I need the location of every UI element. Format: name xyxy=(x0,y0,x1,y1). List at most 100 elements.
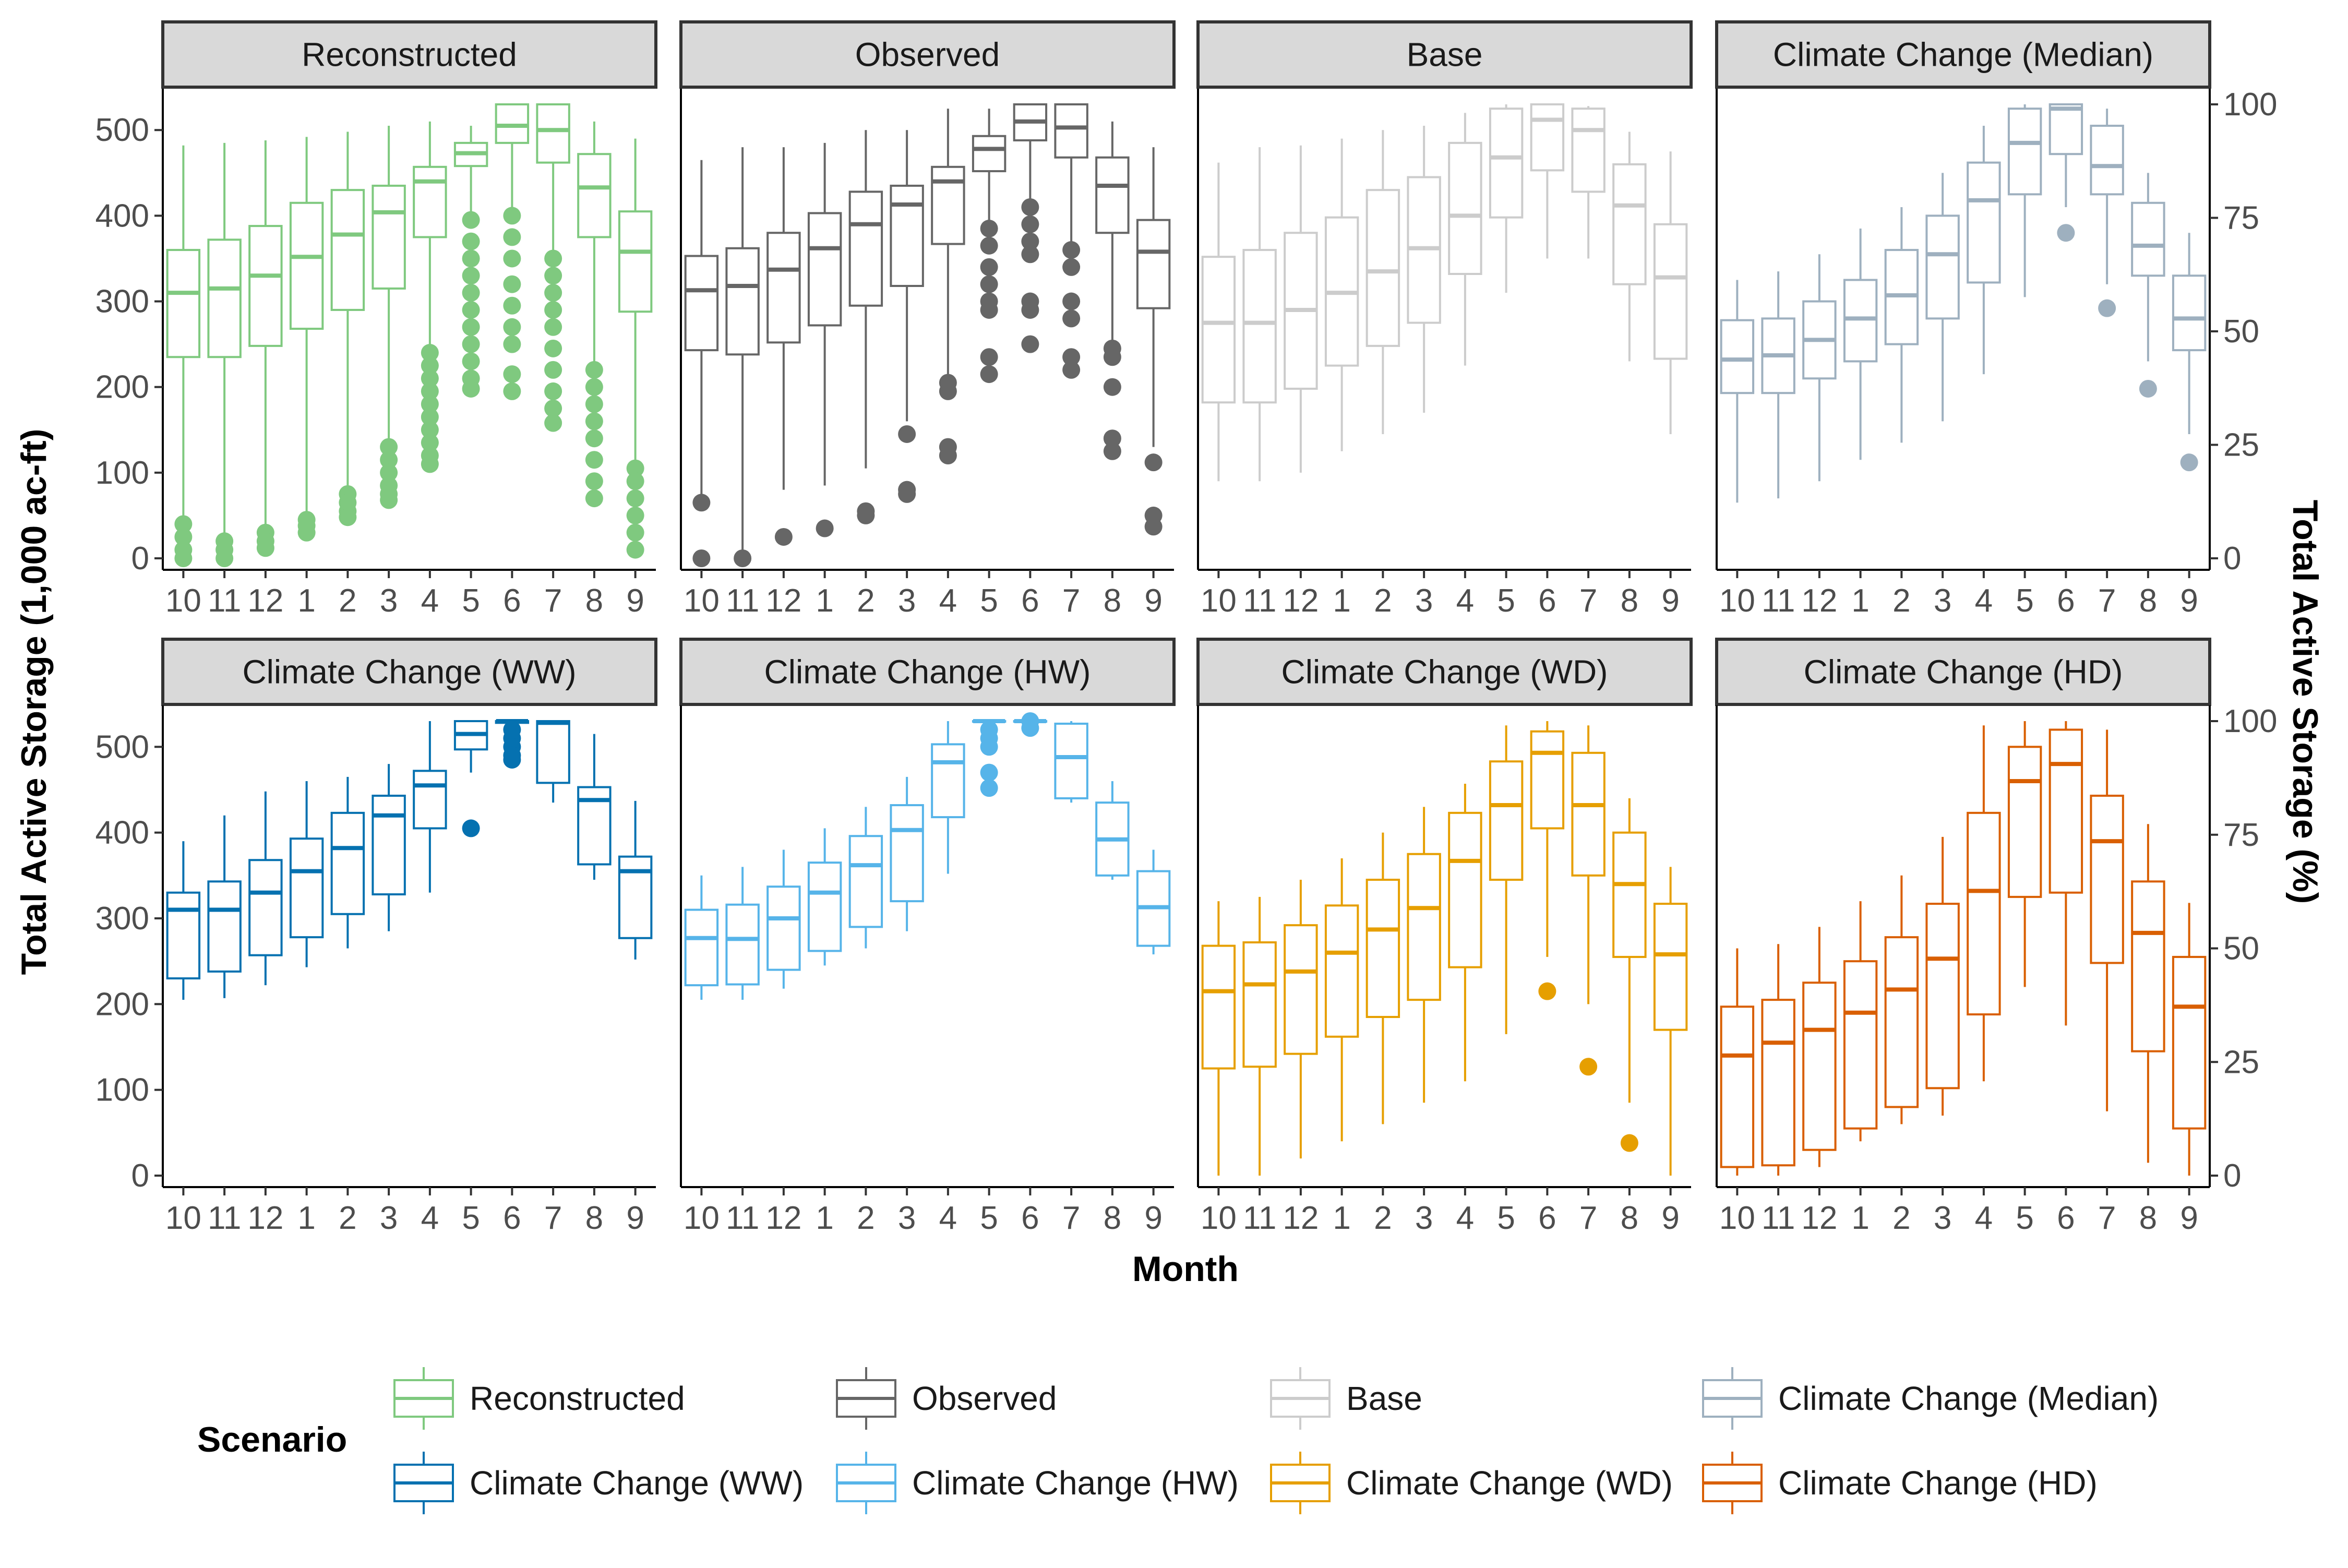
boxplot-month xyxy=(207,142,242,567)
outlier-point xyxy=(585,489,603,508)
outlier-point xyxy=(503,249,521,268)
outlier-point xyxy=(544,339,562,357)
boxplot-month xyxy=(1761,271,1795,499)
box-iqr xyxy=(725,247,760,356)
x-tick-label: 3 xyxy=(380,1200,398,1236)
x-tick-label: 12 xyxy=(1283,583,1319,619)
legend-item-label: Reconstructed xyxy=(470,1380,685,1417)
outlier-point xyxy=(503,296,521,315)
boxplot-month xyxy=(684,875,719,1000)
box-iqr xyxy=(1925,214,1960,320)
outlier-point xyxy=(1062,309,1081,328)
box-iqr xyxy=(1095,156,1130,234)
boxplot-month xyxy=(848,807,883,949)
outlier-point xyxy=(898,485,916,503)
outlier-point xyxy=(2057,224,2075,242)
box-iqr xyxy=(1448,811,1482,968)
box-iqr xyxy=(2131,201,2165,277)
legend-key xyxy=(1270,1452,1331,1514)
boxplot-month xyxy=(1653,151,1688,434)
x-tick-label: 2 xyxy=(1374,1200,1392,1236)
boxplot-month xyxy=(1530,721,1565,1000)
x-tick-label: 10 xyxy=(1719,1200,1755,1236)
outlier-point xyxy=(421,434,439,452)
box-iqr xyxy=(1720,319,1755,394)
boxplot-month xyxy=(1324,138,1359,451)
boxplot-month xyxy=(1324,858,1359,1142)
legend-item-label: Climate Change (WD) xyxy=(1346,1464,1673,1502)
outlier-point xyxy=(380,451,398,469)
facet-strip xyxy=(679,638,1176,706)
x-tick-label: 4 xyxy=(1456,583,1474,619)
y-tick-label-right: 100 xyxy=(2223,87,2277,123)
box-iqr xyxy=(1054,103,1088,159)
x-tick-label: 5 xyxy=(2016,583,2033,619)
outlier-point xyxy=(462,379,480,398)
boxplot-month xyxy=(289,781,324,967)
box-iqr xyxy=(166,891,201,980)
outlier-point xyxy=(980,236,998,255)
box-iqr xyxy=(289,201,324,330)
box-iqr xyxy=(413,165,447,238)
x-tick-label: 3 xyxy=(1934,1200,1951,1236)
x-tick-label: 3 xyxy=(1934,583,1951,619)
box-iqr xyxy=(2172,955,2207,1130)
box-iqr xyxy=(372,184,406,290)
boxplot-month xyxy=(372,126,406,509)
y-axis-title-left: Total Active Storage (1,000 ac-ft) xyxy=(14,429,54,975)
outlier-point xyxy=(544,382,562,400)
x-tick-label: 6 xyxy=(2057,1200,2075,1236)
outlier-point xyxy=(297,523,316,542)
box-iqr xyxy=(1802,982,1837,1151)
box-iqr xyxy=(2007,107,2042,196)
boxplot-month xyxy=(2131,173,2165,398)
box-iqr xyxy=(372,794,406,895)
box-iqr xyxy=(1967,811,2001,1016)
outlier-point xyxy=(462,284,480,302)
legend-item-label: Base xyxy=(1346,1380,1422,1417)
outlier-point xyxy=(1021,245,1039,264)
facet-strip-label: Climate Change (WW) xyxy=(242,653,576,691)
boxplot-month xyxy=(413,121,447,473)
outlier-point xyxy=(421,369,439,388)
box-iqr xyxy=(413,770,447,830)
outlier-point xyxy=(626,489,644,508)
outlier-point xyxy=(544,361,562,379)
box-iqr xyxy=(330,189,365,311)
box-iqr xyxy=(1324,904,1359,1038)
boxplot-month xyxy=(248,140,283,557)
x-tick-label: 8 xyxy=(1621,1200,1638,1236)
boxplot-month xyxy=(1013,712,1048,737)
y-tick-label-right: 0 xyxy=(2223,1158,2241,1194)
boxplot-month xyxy=(453,720,488,837)
x-tick-label: 1 xyxy=(1333,1200,1350,1236)
outlier-point xyxy=(380,463,398,482)
outlier-point xyxy=(421,408,439,426)
box-iqr xyxy=(1761,999,1795,1167)
box-iqr xyxy=(330,811,365,915)
x-tick-label: 4 xyxy=(421,583,439,619)
x-tick-label: 7 xyxy=(1579,583,1597,619)
outlier-point xyxy=(692,549,711,567)
x-tick-label: 6 xyxy=(2057,583,2075,619)
x-tick-label: 1 xyxy=(816,1200,833,1236)
legend-key xyxy=(836,1452,896,1514)
outlier-point xyxy=(1103,348,1121,366)
facet-panel: Climate Change (WD)10 11 12 1 2 3 4 5 6 7 8 9 xyxy=(1196,638,1693,1236)
boxplot-month xyxy=(1967,725,2001,1082)
x-tick-label: 11 xyxy=(1243,583,1276,619)
x-tick-label: 4 xyxy=(1456,1200,1474,1236)
boxplot-month xyxy=(1365,130,1400,434)
boxplot-month xyxy=(807,828,842,966)
boxplot-month xyxy=(1530,103,1565,259)
facet-strip-label: Reconstructed xyxy=(302,36,517,74)
y-tick-label-right: 100 xyxy=(2223,703,2277,739)
boxplot-month xyxy=(1242,147,1277,482)
boxplot-month xyxy=(1967,126,2001,375)
x-tick-label: 7 xyxy=(544,1200,562,1236)
box-iqr xyxy=(1967,161,2001,284)
outlier-point xyxy=(462,232,480,250)
boxplot-month xyxy=(1448,783,1482,1082)
